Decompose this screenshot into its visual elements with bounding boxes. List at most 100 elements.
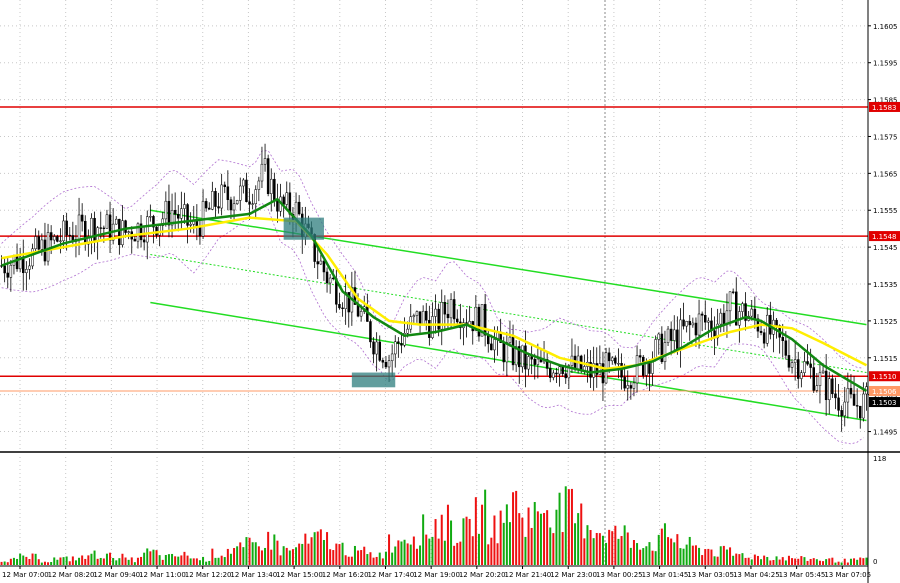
candle-body <box>18 256 22 270</box>
price-tick-label: 1.1585 <box>873 97 898 105</box>
candle-body <box>502 342 505 363</box>
volume-bar <box>474 497 477 565</box>
candle-body <box>614 357 617 364</box>
candle-body <box>170 210 174 226</box>
volume-bar <box>319 529 322 565</box>
candle-body <box>406 328 409 334</box>
candle-body <box>25 269 28 274</box>
volume-bar <box>223 557 226 565</box>
volume-bar <box>282 546 285 565</box>
level-tag <box>869 385 900 396</box>
candle-body <box>762 332 766 344</box>
volume-bar <box>812 558 815 565</box>
volume-bar <box>363 546 366 565</box>
candle-body <box>741 303 744 312</box>
volume-bar <box>567 489 570 565</box>
candle-body <box>493 339 496 351</box>
volume-bar <box>245 537 248 565</box>
candle-body <box>728 291 732 312</box>
candle-body <box>735 291 738 326</box>
volume-bar <box>84 558 87 565</box>
volume-bar <box>161 559 164 565</box>
volume-bar <box>570 488 573 565</box>
candle-body <box>384 361 388 368</box>
volume-bar <box>68 561 71 565</box>
candle-body <box>46 232 50 262</box>
time-tick-label: 13 Mar 04:25 <box>733 571 780 579</box>
envelope-lower <box>1 202 864 445</box>
candle-body <box>753 308 757 319</box>
time-tick-label: 12 Mar 17:40 <box>367 571 414 579</box>
candle-body <box>372 341 375 355</box>
volume-bar <box>490 537 493 565</box>
volume-bar <box>310 537 313 565</box>
candle-body <box>167 200 171 226</box>
candle-body <box>40 239 44 250</box>
candle-body <box>235 200 239 205</box>
candle-body <box>248 201 251 205</box>
candle-body <box>121 220 124 246</box>
volume-bar <box>47 562 50 565</box>
volume-bar <box>698 547 701 565</box>
candle-body <box>744 303 747 321</box>
candle-body <box>524 345 527 370</box>
volume-bar <box>12 557 15 565</box>
candle-body <box>536 358 540 365</box>
volume-bar <box>37 559 40 565</box>
candle-body <box>818 372 822 386</box>
volume-bar <box>859 557 862 565</box>
volume-bar <box>518 513 521 565</box>
volume-bar <box>304 533 307 565</box>
candle-body <box>561 366 564 374</box>
volume-bar <box>539 513 542 565</box>
volume-bar <box>400 541 403 565</box>
candle-body <box>9 264 13 278</box>
candle-body <box>855 405 859 407</box>
candle-body <box>648 363 651 374</box>
volume-bar <box>654 551 657 565</box>
volume-bar <box>78 557 81 565</box>
volume-bar <box>632 540 635 565</box>
candle-body <box>766 314 769 344</box>
volume-bar <box>81 555 84 565</box>
candle-body <box>704 315 707 323</box>
volume-bar <box>406 543 409 565</box>
candle-body <box>803 361 806 373</box>
candle-body <box>164 200 168 220</box>
volume-bar <box>512 492 515 565</box>
volume-bar <box>326 532 329 565</box>
volume-bar <box>843 558 846 565</box>
volume-bar <box>713 556 716 565</box>
volume-bar <box>19 553 22 565</box>
candle-body <box>347 292 350 313</box>
time-tick-label: 12 Mar 19:00 <box>413 571 460 579</box>
candle-body <box>214 191 217 207</box>
candle-body <box>431 316 434 338</box>
volume-bar <box>741 553 744 565</box>
volume-bar <box>198 560 201 565</box>
volume-bar <box>642 548 645 565</box>
candle-body <box>781 337 784 342</box>
candle-body <box>518 346 521 368</box>
time-tick-label: 12 Mar 13:40 <box>230 571 277 579</box>
candle-body <box>282 196 285 205</box>
candle-body <box>152 216 155 228</box>
volume-bar <box>527 507 530 565</box>
candle-body <box>232 203 236 211</box>
volume-bar <box>233 548 236 565</box>
volume-bar <box>130 557 133 565</box>
time-tick-label: 13 Mar 00:25 <box>596 571 643 579</box>
level-tag-label: 1.1548 <box>872 233 897 241</box>
volume-bar <box>133 562 136 565</box>
volume-bar <box>437 538 440 565</box>
volume-bar <box>369 552 372 565</box>
price-axis: 1.1605 1.1595 1.1585 1.1575 1.1565 1.1555 1.15… <box>868 23 900 566</box>
volume-bar <box>229 553 232 565</box>
candle-body <box>217 206 220 209</box>
volume-bar <box>189 558 192 565</box>
candle-body <box>521 345 524 368</box>
time-tick-label: 13 Mar 03:05 <box>687 571 734 579</box>
candle-body <box>775 319 778 326</box>
candle-body <box>828 378 831 401</box>
volume-bar <box>332 550 335 565</box>
